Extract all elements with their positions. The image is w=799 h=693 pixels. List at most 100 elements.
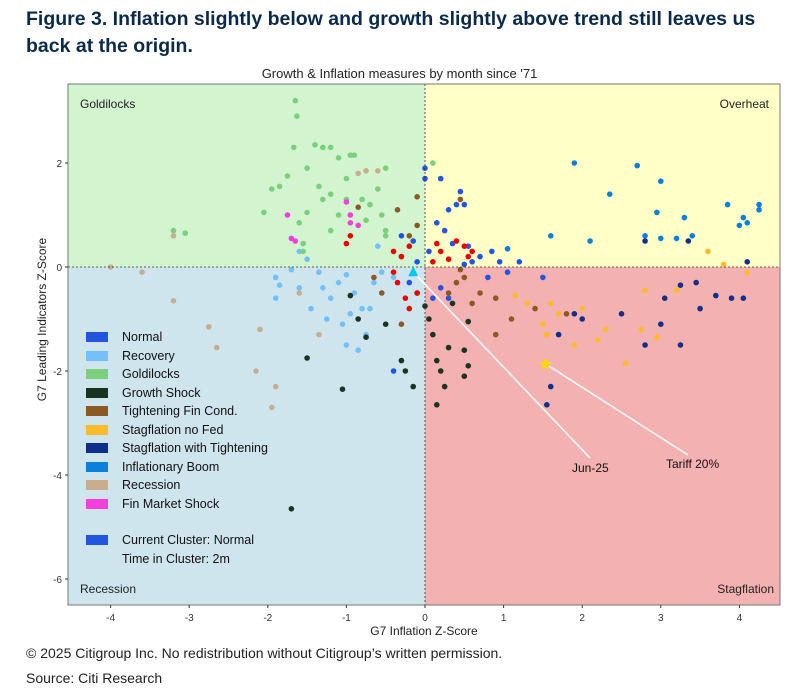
data-point xyxy=(587,238,593,244)
data-point xyxy=(304,355,310,361)
arrow-tariff xyxy=(548,365,689,456)
quadrant-label-recession: Recession xyxy=(80,582,137,596)
data-point xyxy=(355,316,361,322)
data-point xyxy=(272,383,279,390)
data-point xyxy=(378,212,385,218)
data-point xyxy=(410,383,417,390)
data-point xyxy=(288,266,295,273)
data-point xyxy=(579,316,585,322)
data-point xyxy=(740,214,747,221)
x-tick-label: 1 xyxy=(501,613,507,624)
data-point xyxy=(378,290,385,296)
data-point xyxy=(544,331,550,338)
data-point xyxy=(347,292,354,299)
data-point xyxy=(744,259,751,265)
legend-time-in-cluster: Time in Cluster: 2m xyxy=(86,550,268,569)
data-point xyxy=(445,290,452,296)
data-point xyxy=(465,318,472,325)
legend-label: Stagflation with Tightening xyxy=(122,441,268,456)
data-point xyxy=(296,290,303,296)
data-point xyxy=(268,186,275,192)
copyright-note: © 2025 Citigroup Inc. No redistribution … xyxy=(26,645,503,661)
data-point xyxy=(253,368,259,374)
data-point xyxy=(642,342,648,348)
data-point xyxy=(744,220,751,226)
data-point xyxy=(465,363,472,369)
legend-item: Normal xyxy=(86,328,268,347)
data-point xyxy=(355,222,361,229)
data-point xyxy=(618,311,625,317)
data-point xyxy=(441,383,448,390)
x-tick-label: 4 xyxy=(737,613,743,624)
data-point xyxy=(170,298,177,304)
data-point xyxy=(693,279,699,286)
star-marker-tariff xyxy=(538,357,552,370)
legend-swatch xyxy=(86,461,108,472)
data-point xyxy=(449,240,456,247)
data-point xyxy=(139,269,145,276)
data-point xyxy=(406,279,413,286)
data-point xyxy=(461,243,468,249)
data-point xyxy=(284,173,291,179)
data-point xyxy=(673,287,680,294)
legend-label: Fin Market Shock xyxy=(122,496,220,511)
data-point xyxy=(300,240,306,247)
data-point xyxy=(492,331,499,338)
data-point xyxy=(430,331,436,338)
data-point xyxy=(677,342,684,348)
data-point xyxy=(524,300,530,307)
data-point xyxy=(414,290,420,296)
data-point xyxy=(724,201,731,208)
data-point xyxy=(382,165,389,171)
data-point xyxy=(371,279,377,286)
data-point xyxy=(453,201,460,208)
data-point xyxy=(363,217,369,223)
data-point xyxy=(272,295,279,302)
data-point xyxy=(544,402,550,408)
data-point xyxy=(595,337,601,343)
data-point xyxy=(390,274,397,281)
data-point xyxy=(713,292,719,299)
data-point xyxy=(661,295,668,302)
data-point xyxy=(398,233,405,239)
data-point xyxy=(390,269,397,276)
data-point xyxy=(540,274,546,281)
legend-item: Goldilocks xyxy=(86,365,268,384)
x-tick-label: 3 xyxy=(658,613,664,624)
legend-label: Normal xyxy=(122,330,163,345)
data-point xyxy=(414,194,420,200)
legend-swatch xyxy=(86,498,108,509)
data-point xyxy=(705,248,711,255)
data-point xyxy=(170,227,177,234)
data-point xyxy=(453,238,460,244)
data-point xyxy=(642,238,648,244)
x-tick-label: -2 xyxy=(263,613,272,624)
data-point xyxy=(689,233,696,239)
data-point xyxy=(339,386,346,393)
data-point xyxy=(296,220,303,226)
data-point xyxy=(516,259,523,265)
data-point xyxy=(756,201,762,208)
data-point xyxy=(430,160,436,166)
data-point xyxy=(492,295,499,302)
data-point xyxy=(504,246,511,252)
data-point xyxy=(290,144,297,151)
data-point xyxy=(261,209,267,216)
data-point xyxy=(756,207,762,213)
y-tick-label: -4 xyxy=(53,471,62,482)
data-point xyxy=(308,305,314,312)
data-point xyxy=(355,204,361,210)
data-point xyxy=(728,295,735,302)
legend-item: Recession xyxy=(86,476,268,495)
data-point xyxy=(402,368,409,374)
legend-item: Recovery xyxy=(86,347,268,366)
data-point xyxy=(540,321,546,328)
data-point xyxy=(445,344,452,351)
data-point xyxy=(457,266,464,273)
data-point xyxy=(335,212,342,218)
data-point xyxy=(555,331,562,338)
data-point xyxy=(351,152,358,158)
data-point xyxy=(390,368,397,374)
legend-label: Current Cluster: Normal xyxy=(122,533,254,548)
data-point xyxy=(347,311,354,317)
